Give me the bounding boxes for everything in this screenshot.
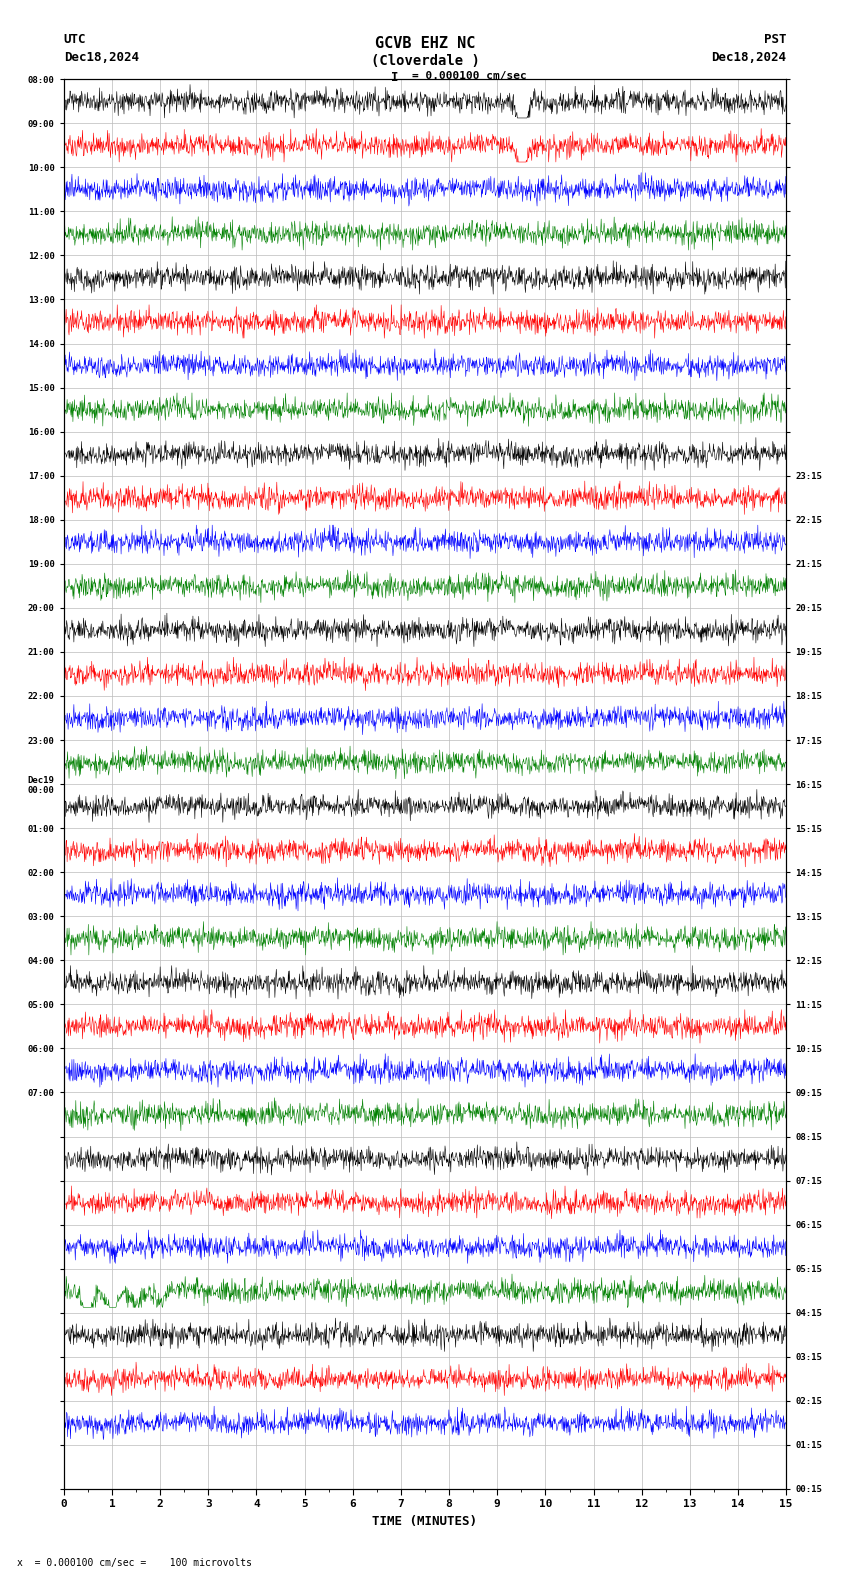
Text: = 0.000100 cm/sec: = 0.000100 cm/sec [412, 71, 527, 81]
X-axis label: TIME (MINUTES): TIME (MINUTES) [372, 1514, 478, 1529]
Text: Dec18,2024: Dec18,2024 [64, 51, 139, 63]
Text: PST: PST [764, 33, 786, 46]
Text: x  = 0.000100 cm/sec =    100 microvolts: x = 0.000100 cm/sec = 100 microvolts [17, 1559, 252, 1568]
Text: I: I [392, 71, 399, 84]
Text: GCVB EHZ NC: GCVB EHZ NC [375, 36, 475, 51]
Text: Dec18,2024: Dec18,2024 [711, 51, 786, 63]
Text: (Cloverdale ): (Cloverdale ) [371, 54, 479, 68]
Text: UTC: UTC [64, 33, 86, 46]
